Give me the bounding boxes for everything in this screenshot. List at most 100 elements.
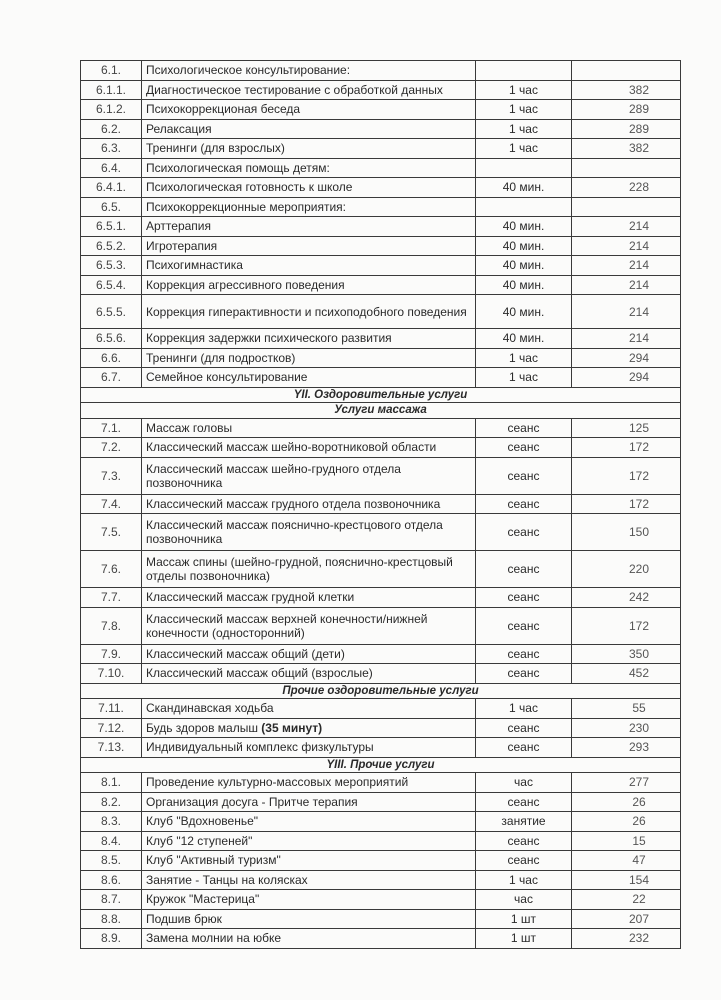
table-row: 6.6. Тренинги (для подростков) 1 час 294 — [80, 347, 681, 368]
item-number-cell: 8.6. — [80, 869, 142, 890]
price-cell: 214 — [571, 216, 681, 237]
service-name-cell: Психогимнастика — [141, 255, 476, 276]
table-row: 7.9. Классический массаж общий (дети) сеан… — [80, 643, 681, 664]
item-number-cell: 7.1. — [80, 417, 142, 438]
item-number-cell: 8.1. — [80, 772, 142, 793]
unit-cell: сеанс — [475, 830, 572, 851]
unit-cell: сеанс — [475, 663, 572, 684]
unit-cell: час — [475, 772, 572, 793]
table-row: 7.6. Массаж спины (шейно-грудной, пояснич… — [80, 550, 681, 588]
table-row: 8.4. Клуб "12 ступеней" сеанс 15 — [80, 830, 681, 851]
price-cell: 172 — [571, 437, 681, 458]
section-header-row: Прочие оздоровительные услуги — [80, 682, 681, 699]
service-name-cell: Клуб "Вдохновенье" — [141, 811, 476, 832]
item-number-cell: 8.9. — [80, 928, 142, 949]
table-row: 6.5.3. Психогимнастика 40 мин. 214 — [80, 255, 681, 276]
price-cell: 154 — [571, 869, 681, 890]
service-name-cell: Замена молнии на юбке — [141, 928, 476, 949]
unit-cell: 1 шт — [475, 908, 572, 929]
table-row: 6.5.6. Коррекция задержки психического ра… — [80, 328, 681, 349]
price-cell: 350 — [571, 643, 681, 664]
service-name-cell: Коррекция гиперактивности и психоподобно… — [141, 294, 476, 329]
item-number-cell: 6.1. — [80, 60, 142, 81]
price-cell: 293 — [571, 737, 681, 758]
item-number-cell: 6.4.1. — [80, 177, 142, 198]
table-row: 7.4. Классический массаж грудного отдела … — [80, 493, 681, 514]
item-number-cell: 7.12. — [80, 717, 142, 738]
service-name-cell: Диагностическое тестирование с обработко… — [141, 79, 476, 100]
item-number-cell: 6.3. — [80, 138, 142, 159]
price-cell — [571, 196, 681, 217]
table-row: 6.4.1. Психологическая готовность к школе… — [80, 177, 681, 198]
price-cell — [571, 60, 681, 81]
unit-cell: сеанс — [475, 437, 572, 458]
table-row: 7.10. Классический массаж общий (взрослые… — [80, 663, 681, 684]
item-number-cell: 6.4. — [80, 157, 142, 178]
item-number-cell: 7.11. — [80, 698, 142, 719]
table-row: 8.8. Подшив брюк 1 шт 207 — [80, 908, 681, 929]
unit-cell: 40 мин. — [475, 255, 572, 276]
service-name-cell: Классический массаж пояснично-крестцовог… — [141, 513, 476, 551]
service-name-cell: Психокоррекционные мероприятия: — [141, 196, 476, 217]
item-number-cell: 8.7. — [80, 889, 142, 910]
section-title: YIII. Прочие услуги — [80, 756, 681, 773]
unit-cell: 1 час — [475, 99, 572, 120]
price-cell: 15 — [571, 830, 681, 851]
item-number-cell: 6.5.2. — [80, 235, 142, 256]
price-cell: 242 — [571, 587, 681, 608]
service-name-cell: Будь здоров малыш (35 минут) — [141, 717, 476, 738]
item-number-cell: 6.5.5. — [80, 294, 142, 329]
price-cell: 26 — [571, 791, 681, 812]
item-number-cell: 6.5.3. — [80, 255, 142, 276]
table-row: 6.5. Психокоррекционные мероприятия: — [80, 196, 681, 217]
table-row: 6.5.4. Коррекция агрессивного поведения 40… — [80, 274, 681, 295]
table-row: 8.1. Проведение культурно-массовых меропр… — [80, 772, 681, 793]
item-number-cell: 8.2. — [80, 791, 142, 812]
unit-cell: занятие — [475, 811, 572, 832]
unit-cell: сеанс — [475, 417, 572, 438]
table-row: 6.1.2. Психокоррекционая беседа 1 час 289 — [80, 99, 681, 120]
service-name-cell: Классический массаж шейно-воротниковой о… — [141, 437, 476, 458]
item-number-cell: 7.10. — [80, 663, 142, 684]
price-cell: 277 — [571, 772, 681, 793]
price-cell: 150 — [571, 513, 681, 551]
table-row: 7.1. Массаж головы сеанс 125 — [80, 417, 681, 438]
table-row: 7.13. Индивидуальный комплекс физкультуры… — [80, 737, 681, 758]
service-name-cell: Массаж головы — [141, 417, 476, 438]
table-row: 6.4. Психологическая помощь детям: — [80, 157, 681, 178]
unit-cell: 40 мин. — [475, 328, 572, 349]
table-row: 6.5.2. Игротерапия 40 мин. 214 — [80, 235, 681, 256]
table-row: 6.7. Семейное консультирование 1 час 294 — [80, 367, 681, 388]
price-cell: 214 — [571, 328, 681, 349]
section-title: Услуги массажа — [80, 402, 681, 419]
price-cell: 289 — [571, 118, 681, 139]
service-name-cell: Кружок "Мастерица" — [141, 889, 476, 910]
item-number-cell: 6.1.2. — [80, 99, 142, 120]
unit-cell — [475, 60, 572, 81]
service-name-cell: Психокоррекционая беседа — [141, 99, 476, 120]
service-name-cell: Индивидуальный комплекс физкультуры — [141, 737, 476, 758]
service-name-cell: Классический массаж грудной клетки — [141, 587, 476, 608]
service-name-cell: Скандинавская ходьба — [141, 698, 476, 719]
unit-cell: сеанс — [475, 850, 572, 871]
table-row: 6.5.5. Коррекция гиперактивности и психоп… — [80, 294, 681, 329]
service-name-cell: Коррекция агрессивного поведения — [141, 274, 476, 295]
unit-cell: 1 час — [475, 138, 572, 159]
unit-cell: 1 час — [475, 869, 572, 890]
price-cell: 228 — [571, 177, 681, 198]
price-cell: 382 — [571, 79, 681, 100]
price-cell: 26 — [571, 811, 681, 832]
unit-cell — [475, 157, 572, 178]
item-number-cell: 7.13. — [80, 737, 142, 758]
item-number-cell: 6.5. — [80, 196, 142, 217]
service-name-cell: Психологическая помощь детям: — [141, 157, 476, 178]
price-cell — [571, 157, 681, 178]
item-number-cell: 7.7. — [80, 587, 142, 608]
price-cell: 22 — [571, 889, 681, 910]
service-name-cell: Классический массаж общий (дети) — [141, 643, 476, 664]
service-name-cell: Классический массаж шейно-грудного отдел… — [141, 456, 476, 495]
table-row: 7.2. Классический массаж шейно-воротников… — [80, 437, 681, 458]
table-row: 8.2. Организация досуга - Притче терапия с… — [80, 791, 681, 812]
service-name-cell: Классический массаж общий (взрослые) — [141, 663, 476, 684]
service-name-cell: Тренинги (для взрослых) — [141, 138, 476, 159]
